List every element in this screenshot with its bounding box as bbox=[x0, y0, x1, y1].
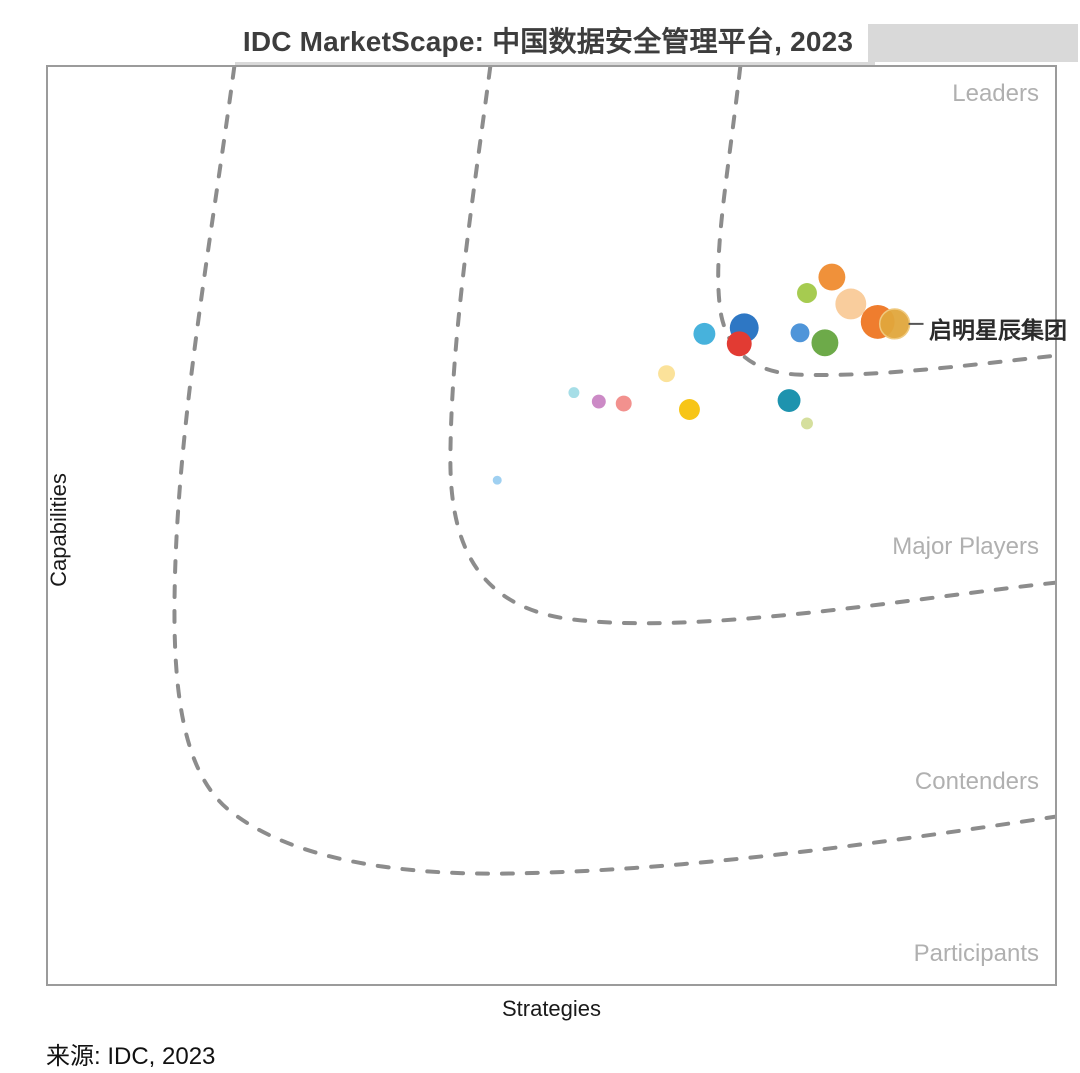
bubble bbox=[492, 475, 502, 485]
bubble bbox=[615, 395, 632, 412]
region-label-leaders: Leaders bbox=[952, 80, 1039, 107]
bubble bbox=[591, 394, 606, 409]
bubble-labeled-vendor bbox=[878, 308, 911, 340]
bubble bbox=[801, 417, 813, 430]
bubble bbox=[693, 322, 716, 345]
y-axis-label: Capabilities bbox=[45, 473, 71, 587]
plot-area: Leaders Major Players Contenders Partici… bbox=[46, 65, 1067, 986]
region-label-major-players: Major Players bbox=[892, 533, 1039, 560]
bubble bbox=[811, 329, 839, 357]
plot-svg bbox=[172, 67, 1055, 876]
vendor-annotation-label: 启明星辰集团 bbox=[929, 317, 1067, 343]
bubble bbox=[835, 288, 867, 320]
bubble bbox=[678, 399, 700, 420]
region-label-contenders: Contenders bbox=[914, 768, 1039, 795]
title-box: IDC MarketScape: 中国数据安全管理平台, 2023 bbox=[228, 18, 868, 62]
region-label-participants: Participants bbox=[913, 940, 1039, 967]
bubble bbox=[790, 323, 810, 343]
chart-title: IDC MarketScape: 中国数据安全管理平台, 2023 bbox=[242, 26, 854, 57]
bubble bbox=[777, 389, 801, 412]
bubble bbox=[726, 331, 752, 357]
source-label: 来源: IDC, 2023 bbox=[46, 1043, 216, 1070]
boundary-contenders-participants bbox=[172, 67, 1055, 876]
bubble bbox=[818, 263, 846, 291]
bubble bbox=[568, 387, 580, 399]
bubble bbox=[658, 365, 676, 383]
x-axis-label: Strategies bbox=[501, 996, 602, 1021]
title-shadow-band bbox=[866, 24, 1078, 62]
boundary-leaders-majorplayers bbox=[716, 67, 1055, 378]
boundary-majorplayers-contenders bbox=[448, 67, 1055, 626]
bubble bbox=[797, 283, 817, 303]
